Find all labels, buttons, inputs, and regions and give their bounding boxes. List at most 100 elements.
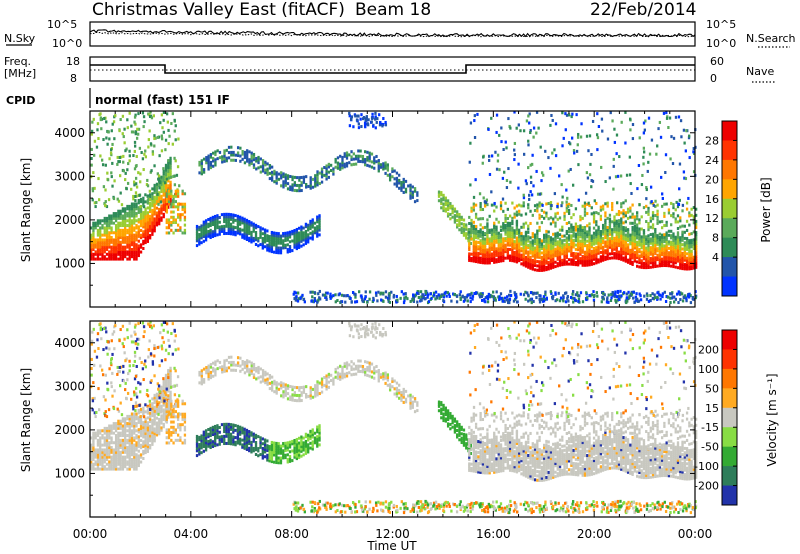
power-cell — [608, 243, 612, 247]
power-cell — [370, 120, 373, 124]
power-cell — [175, 173, 179, 177]
velocity-cell — [114, 429, 118, 433]
power-cell — [588, 239, 591, 243]
power-cell — [293, 236, 296, 240]
velocity-cell — [144, 441, 147, 445]
power-cell — [302, 236, 305, 240]
power-cell — [404, 292, 407, 296]
power-cell — [198, 242, 201, 246]
power-cell — [128, 248, 131, 252]
power-cell — [415, 291, 419, 295]
power-cell — [144, 224, 147, 228]
power-cell — [515, 240, 519, 244]
power-cell — [654, 230, 657, 234]
power-cell — [474, 231, 478, 235]
power-cell — [561, 245, 564, 249]
power-cell — [90, 243, 93, 247]
power-cell — [654, 204, 657, 208]
power-cell — [225, 159, 228, 163]
power-cell — [665, 242, 668, 246]
power-cell — [620, 238, 623, 242]
power-cell — [527, 139, 530, 143]
power-cell — [613, 228, 616, 232]
power-cell — [596, 148, 599, 152]
power-cell — [479, 205, 482, 209]
power-cell — [148, 189, 151, 193]
power-cell — [518, 233, 521, 237]
power-cell — [101, 255, 104, 259]
power-cell — [117, 236, 120, 240]
power-cell — [545, 250, 548, 254]
power-cell — [597, 212, 600, 216]
power-cell — [160, 211, 163, 215]
power-cell — [647, 209, 650, 213]
power-cell — [481, 235, 485, 239]
power-cell — [164, 190, 168, 194]
power-cell — [620, 257, 623, 261]
power-cell — [490, 259, 494, 263]
power-cell — [493, 256, 496, 260]
velocity-cell — [139, 419, 143, 423]
station-title: Christmas Valley East (fitACF) — [92, 0, 345, 20]
velocity-cell — [105, 426, 109, 430]
power-cell — [669, 296, 672, 300]
power-cell — [488, 158, 491, 162]
velocity-cell — [155, 431, 159, 435]
power-cell — [160, 149, 164, 153]
power-cell — [468, 252, 471, 256]
power-cell — [273, 236, 276, 240]
velocity-cell — [117, 434, 120, 438]
power-cell — [179, 202, 182, 206]
power-cell — [590, 256, 593, 260]
power-cell — [688, 232, 691, 236]
power-cell — [302, 175, 306, 179]
velocity-cell — [151, 440, 154, 444]
velocity-cell — [110, 424, 113, 428]
cpid-label: CPID — [6, 94, 35, 107]
power-cell — [509, 180, 512, 184]
power-cell — [495, 249, 498, 253]
power-cell — [520, 213, 523, 217]
power-cell — [654, 296, 657, 300]
power-cell — [430, 296, 433, 300]
power-cell — [92, 255, 95, 259]
velocity-cell — [146, 423, 150, 427]
power-cell — [641, 173, 644, 177]
velocity-cell — [105, 462, 109, 466]
power-cell — [117, 216, 120, 220]
power-cell — [670, 135, 673, 139]
power-cell — [207, 234, 210, 238]
power-cell — [316, 229, 319, 233]
power-cell — [536, 249, 539, 253]
power-cell — [472, 205, 475, 209]
velocity-cell — [121, 438, 125, 442]
power-cell — [458, 223, 461, 227]
power-cell — [511, 237, 514, 241]
power-cell — [163, 181, 167, 185]
power-cell — [554, 260, 557, 264]
power-cell — [350, 158, 353, 162]
power-cell — [586, 296, 589, 300]
power-cell — [518, 239, 521, 243]
power-cell — [289, 174, 292, 178]
velocity-cell — [92, 453, 95, 457]
power-cell — [479, 232, 482, 236]
power-cell — [313, 231, 317, 235]
power-cell — [241, 233, 244, 237]
power-cell — [524, 255, 528, 259]
power-cell — [493, 232, 496, 236]
power-cell — [679, 219, 682, 223]
velocity-cell — [101, 462, 104, 466]
velocity-cell — [139, 460, 143, 464]
power-cell — [553, 148, 556, 152]
power-cell — [135, 214, 138, 218]
power-cell — [611, 256, 614, 260]
power-cell — [144, 217, 147, 221]
power-cell — [647, 246, 650, 250]
power-cell — [678, 198, 681, 202]
power-cell — [304, 241, 308, 245]
power-cell — [606, 231, 609, 235]
power-cell — [113, 179, 116, 183]
power-cell — [227, 156, 231, 160]
power-cell — [169, 173, 172, 177]
